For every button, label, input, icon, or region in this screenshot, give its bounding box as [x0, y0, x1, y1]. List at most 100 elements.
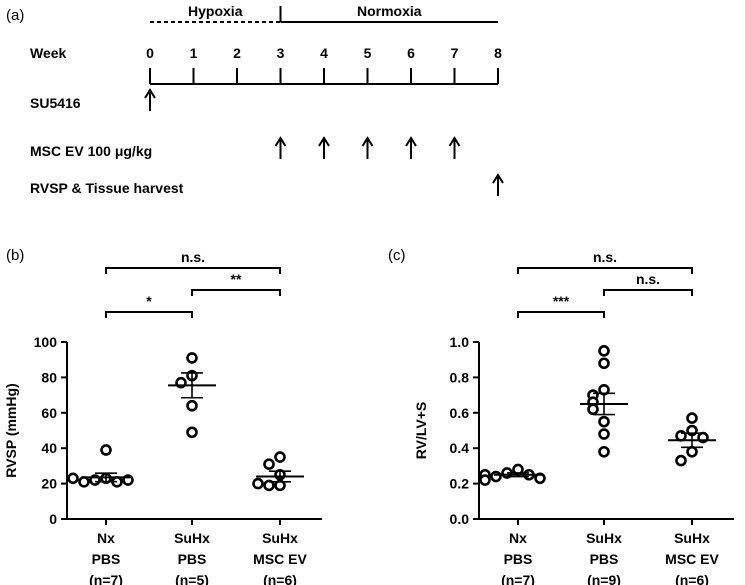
data-point	[587, 403, 599, 416]
event-arrow	[448, 136, 461, 159]
data-point	[675, 454, 687, 467]
x-tick-label: (n=7)	[89, 572, 123, 585]
x-tick-label: (n=6)	[263, 572, 297, 585]
y-tick-label: 0.4	[450, 440, 470, 456]
data-point	[186, 352, 198, 364]
week-number: 0	[146, 45, 154, 61]
significance-bracket	[105, 267, 281, 274]
data-point	[263, 458, 275, 470]
timeline-panel: (a) Hypoxia Normoxia Week 0 1 2 3 4 5 6 7 8 SU5416 MSC…	[6, 3, 504, 196]
panel-label: (b)	[6, 247, 24, 264]
data-point	[252, 477, 264, 490]
x-tick-label: SuHx	[174, 530, 210, 546]
significance-label: n.s.	[593, 249, 617, 265]
x-tick-label: PBS	[590, 551, 619, 567]
x-tick-label: Nx	[97, 530, 115, 546]
event-arrow	[361, 136, 374, 159]
y-tick-label: 0.6	[450, 405, 470, 421]
event-arrow	[318, 136, 330, 159]
week-number: 8	[494, 45, 502, 61]
arrow-head	[318, 136, 330, 147]
data-point	[100, 444, 112, 456]
data-point	[186, 399, 198, 412]
x-tick-label: (n=6)	[675, 572, 709, 585]
data-point	[263, 479, 275, 492]
significance-bracket	[603, 289, 693, 296]
rv-ratio-chart: (c) 0.0 0.2 0.4 0.6 0.8 1.0 RV/LV+S Nx PBS (n=7) Su…	[388, 247, 734, 585]
x-tick-label: Nx	[509, 530, 527, 546]
data-point	[598, 415, 610, 428]
y-tick-label: 0.8	[450, 369, 470, 385]
arrow-head	[274, 136, 287, 147]
event-arrow	[405, 136, 417, 159]
data-point	[67, 472, 79, 485]
x-tick-label: (n=9)	[587, 572, 621, 585]
data-point	[598, 357, 610, 370]
data-point	[78, 476, 90, 488]
y-axis-label: RVSP (mmHg)	[3, 383, 19, 477]
data-point	[598, 345, 610, 357]
week-number: 6	[407, 45, 415, 61]
significance-label: **	[231, 271, 242, 287]
y-tick-label: 0	[49, 511, 57, 527]
data-point	[598, 428, 610, 440]
phase-label-normoxia: Normoxia	[357, 3, 422, 19]
phase-label-hypoxia: Hypoxia	[188, 3, 243, 19]
x-tick-label: MSC EV	[665, 551, 719, 567]
y-tick-label: 60	[41, 405, 57, 421]
y-tick-label: 1.0	[450, 334, 470, 350]
y-tick-label: 0.2	[450, 476, 470, 492]
data-point	[490, 470, 502, 483]
x-tick-label: PBS	[178, 551, 207, 567]
x-tick-label: (n=5)	[175, 572, 209, 585]
x-tick-label: (n=7)	[501, 572, 535, 585]
arrow-head	[144, 88, 156, 99]
arrow-head	[448, 136, 461, 147]
y-tick-label: 40	[41, 440, 57, 456]
significance-label: ***	[553, 293, 570, 309]
x-tick-label: SuHx	[262, 530, 298, 546]
y-tick-label: 0.0	[450, 511, 470, 527]
x-tick-label: MSC EV	[253, 551, 307, 567]
week-label: Week	[30, 45, 67, 61]
x-tick-label: SuHx	[674, 530, 710, 546]
arrow-head	[361, 136, 374, 147]
week-number: 7	[451, 45, 459, 61]
x-tick-label: PBS	[92, 551, 121, 567]
timeline-row-label: MSC EV 100 μg/kg	[30, 143, 152, 159]
week-number: 3	[277, 45, 285, 61]
significance-bracket	[517, 311, 605, 318]
data-point	[479, 474, 491, 486]
significance-bracket	[517, 267, 693, 274]
timeline-row-label: RVSP & Tissue harvest	[30, 180, 184, 196]
panel-label-a: (a)	[6, 7, 24, 24]
event-arrow	[492, 173, 504, 196]
week-number: 2	[233, 45, 241, 61]
arrow-head	[492, 173, 504, 184]
arrow-head	[405, 136, 417, 147]
significance-label: n.s.	[636, 271, 660, 287]
significance-label: *	[146, 293, 152, 309]
week-number: 1	[190, 45, 198, 61]
week-number: 5	[364, 45, 372, 61]
event-arrow	[144, 88, 156, 111]
y-tick-label: 20	[41, 476, 57, 492]
significance-label: n.s.	[181, 249, 205, 265]
week-number: 4	[320, 45, 328, 61]
significance-bracket	[191, 289, 281, 296]
x-tick-label: PBS	[504, 551, 533, 567]
y-axis-label: RV/LV+S	[413, 402, 429, 459]
significance-bracket	[105, 311, 193, 318]
x-tick-label: SuHx	[586, 530, 622, 546]
rvsp-chart: (b) 0 20 40 60 80 100 RVSP (mmHg) Nx PBS (n=7) SuHx…	[3, 247, 322, 585]
timeline-row-label: SU5416	[30, 95, 81, 111]
y-tick-label: 100	[34, 334, 58, 350]
y-tick-label: 80	[41, 369, 57, 385]
panel-label: (c)	[388, 247, 406, 264]
event-arrow	[274, 136, 287, 159]
data-point	[598, 445, 610, 458]
data-point	[186, 426, 198, 439]
data-point	[686, 445, 698, 458]
data-point	[686, 412, 698, 424]
